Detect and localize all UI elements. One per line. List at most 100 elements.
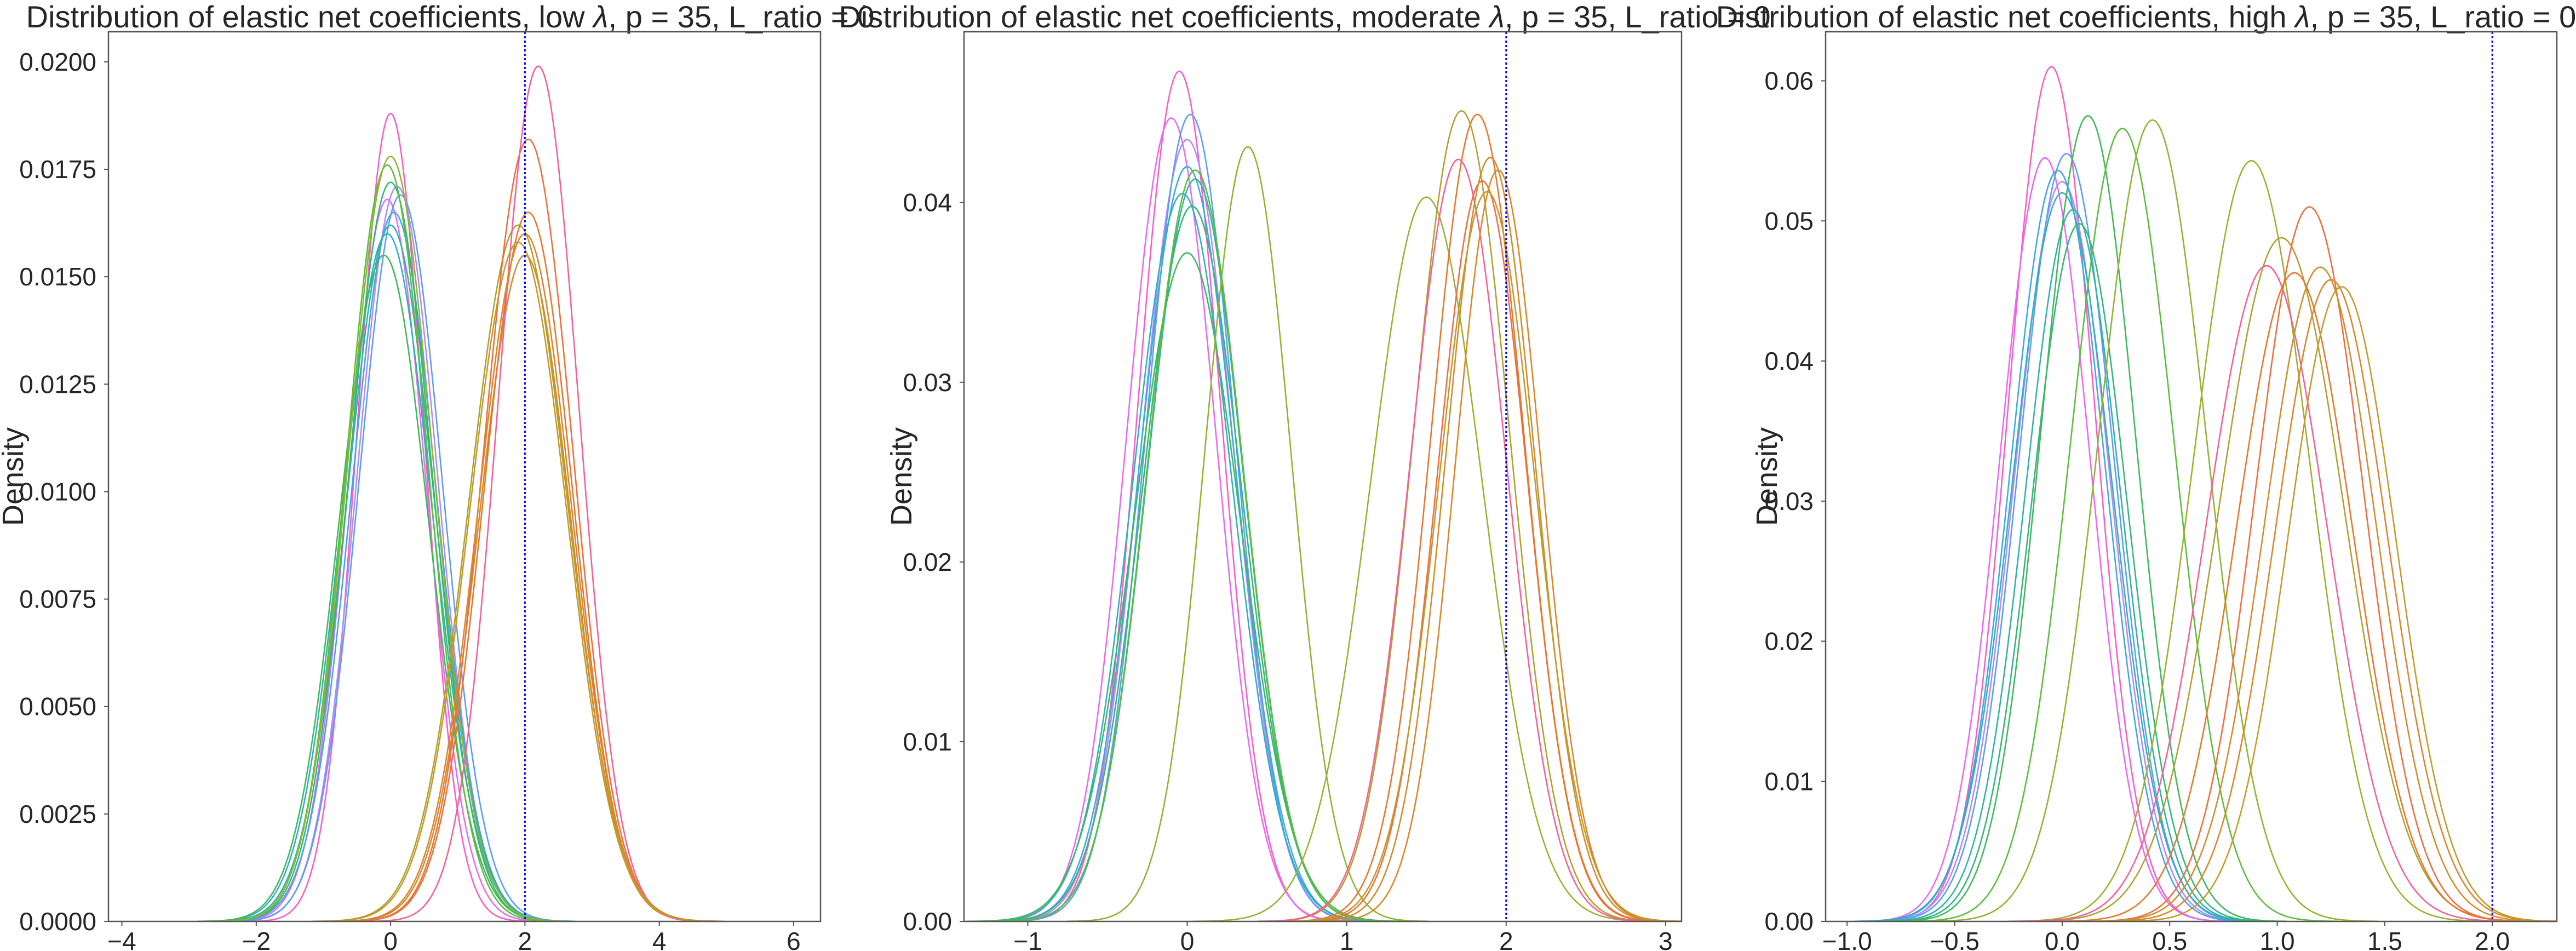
density-curve: [1257, 158, 1660, 923]
x-tick-label: −1.0: [1822, 927, 1872, 951]
density-curve: [1859, 169, 2257, 923]
y-axis-label: Density: [1751, 427, 1783, 526]
x-tick-label: −0.5: [1930, 927, 1980, 951]
lambda-symbol: λ: [592, 0, 609, 34]
density-curve: [1260, 110, 1663, 923]
y-tick-label: 0.02: [1764, 627, 1814, 656]
y-tick-label: 0.00: [1764, 907, 1814, 936]
y-tick-label: 0.0075: [19, 585, 96, 614]
lambda-symbol: λ: [1488, 0, 1505, 34]
title-prefix: Distribution of elastic net coefficients…: [1716, 0, 2295, 34]
density-curve: [1303, 157, 1678, 923]
x-tick-label: 1.5: [2367, 927, 2402, 951]
x-tick-label: 3: [1659, 927, 1673, 951]
panel-high-lambda: Distribution of elastic net coefficients…: [1716, 0, 2576, 951]
panel-title: Distribution of elastic net coefficients…: [1716, 0, 2576, 34]
density-curve: [1906, 128, 2339, 923]
x-tick-label: 0: [383, 927, 398, 951]
ticks: −1 0 1 2 3 0.00 0.01 0.02 0.03 0.04: [903, 188, 1672, 951]
y-tick-label: 0.00: [903, 907, 952, 936]
y-tick-label: 0.0100: [19, 477, 96, 506]
density-curve: [1854, 192, 2270, 923]
density-curve: [1871, 66, 2233, 923]
y-tick-label: 0.0050: [19, 692, 96, 721]
x-tick-label: −2: [242, 927, 271, 951]
density-curve: [2085, 266, 2555, 923]
y-tick-label: 0.05: [1764, 207, 1814, 235]
x-tick-label: 0.5: [2152, 927, 2187, 951]
density-curve: [1067, 146, 1429, 923]
density-curve: [249, 112, 532, 923]
density-curve: [2096, 279, 2557, 923]
y-tick-label: 0.02: [903, 548, 952, 576]
plot-frame: [1825, 31, 2558, 923]
title-suffix: , p = 35, L_ratio = 0: [1505, 0, 1771, 34]
ticks: −4 −2 0 2 4 6 0.0000 0.0025 0.0050 0.0075 0.0100 0.…: [19, 48, 800, 951]
title-prefix: Distribution of elastic net coefficients…: [839, 0, 1489, 34]
density-curve: [1874, 209, 2272, 923]
density-curve: [2007, 160, 2495, 923]
title-suffix: , p = 35, L_ratio = 0: [609, 0, 875, 34]
density-curve: [1192, 196, 1661, 923]
panel-title: Distribution of elastic net coefficients…: [839, 0, 1770, 34]
panel-low-lambda: Distribution of elastic net coefficients…: [0, 0, 874, 951]
y-tick-label: 0.04: [1764, 347, 1814, 375]
ticks: −1.0 −0.5 0.0 0.5 1.0 1.5 2.0 0.00 0.01 0.02 0.03 0…: [1764, 67, 2510, 951]
density-curves: [1854, 66, 2557, 923]
density-curve: [1855, 157, 2235, 923]
density-curve: [2050, 272, 2539, 923]
title-suffix: , p = 35, L_ratio = 0: [2310, 0, 2576, 34]
x-tick-label: 2: [518, 927, 532, 951]
density-curve: [1286, 191, 1682, 923]
y-tick-label: 0.01: [903, 727, 952, 756]
x-tick-label: 4: [652, 927, 667, 951]
panel-moderate-lambda: Distribution of elastic net coefficients…: [839, 0, 1770, 951]
x-tick-label: −4: [107, 927, 136, 951]
plot-frame: [107, 31, 822, 923]
density-curve: [213, 156, 569, 923]
x-tick-label: 0: [1180, 927, 1195, 951]
y-tick-label: 0.0125: [19, 370, 96, 398]
density-curve: [1880, 223, 2279, 923]
density-curve: [226, 194, 576, 923]
x-tick-label: 2.0: [2475, 927, 2510, 951]
x-tick-label: 6: [787, 927, 801, 951]
lambda-symbol: λ: [2293, 0, 2310, 34]
x-tick-label: 1: [1340, 927, 1354, 951]
density-curve: [1317, 169, 1679, 923]
y-tick-label: 0.03: [1764, 487, 1814, 515]
x-tick-label: 1.0: [2260, 927, 2295, 951]
y-tick-label: 0.0200: [19, 48, 96, 76]
y-tick-label: 0.0025: [19, 800, 96, 828]
plot-frame: [963, 31, 1683, 923]
y-axis-label: Density: [885, 427, 918, 526]
density-curve: [197, 254, 570, 923]
density-curve: [207, 224, 574, 923]
density-curve: [1889, 115, 2287, 923]
density-curves: [966, 70, 1682, 923]
density-curve: [966, 252, 1408, 923]
y-tick-label: 0.06: [1764, 67, 1814, 95]
density-curve: [1926, 119, 2379, 923]
density-curve: [1003, 113, 1378, 923]
y-tick-label: 0.0000: [19, 907, 96, 936]
x-tick-label: 2: [1499, 927, 1513, 951]
title-prefix: Distribution of elastic net coefficients…: [26, 0, 593, 34]
density-curve: [974, 193, 1390, 923]
y-tick-label: 0.03: [903, 368, 952, 397]
density-curve: [2116, 286, 2557, 923]
density-curve: [223, 198, 551, 923]
panel-title: Distribution of elastic net coefficients…: [26, 0, 875, 34]
x-tick-label: −1: [1013, 927, 1042, 951]
density-curve: [2084, 206, 2535, 923]
y-axis-label: Density: [0, 427, 30, 526]
density-curve: [315, 242, 721, 923]
x-tick-label: 0.0: [2045, 927, 2080, 951]
y-tick-label: 0.0150: [19, 262, 96, 291]
y-tick-label: 0.0175: [19, 155, 96, 184]
density-curve: [1283, 113, 1672, 923]
density-curve: [2013, 265, 2520, 923]
y-tick-label: 0.04: [903, 188, 952, 217]
density-curve: [994, 169, 1396, 923]
